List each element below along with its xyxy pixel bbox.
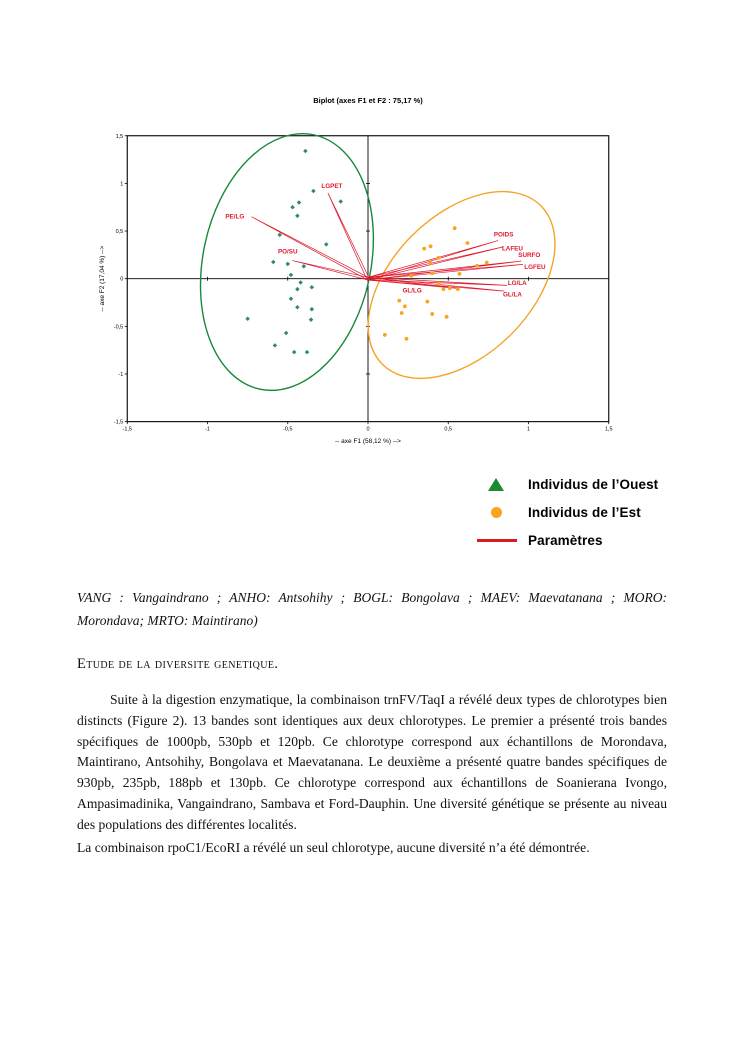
data-point-east bbox=[430, 271, 435, 276]
vector-label: GL/LG bbox=[403, 288, 422, 295]
legend-item-est: Individus de l’Est bbox=[477, 498, 658, 526]
data-point-east bbox=[428, 244, 433, 249]
data-point-east bbox=[441, 287, 446, 292]
data-point-west bbox=[290, 204, 295, 210]
y-tick-label: -1 bbox=[118, 372, 123, 378]
circle-marker-icon bbox=[491, 506, 502, 518]
data-point-east bbox=[455, 287, 460, 292]
legend-item-parametres: Paramètres bbox=[477, 526, 658, 554]
data-point-east bbox=[409, 273, 414, 278]
data-point-west bbox=[285, 261, 291, 267]
data-point-west bbox=[295, 286, 300, 292]
data-point-west bbox=[271, 259, 276, 265]
y-tick-label: 1,5 bbox=[116, 134, 124, 140]
vector-label: GL/LA bbox=[503, 291, 522, 298]
vector-label: PO/SU bbox=[278, 249, 298, 256]
data-point-east bbox=[457, 272, 462, 276]
x-tick-label: 1,5 bbox=[605, 427, 613, 433]
y-tick-label: 1 bbox=[120, 181, 123, 187]
triangle-marker-icon bbox=[488, 477, 504, 491]
y-tick-label: -1,5 bbox=[114, 420, 123, 426]
figure-caption: VANG : Vangaindrano ; ANHO: Antsohihy ; … bbox=[77, 590, 667, 628]
data-point-east bbox=[475, 263, 480, 268]
data-point-east bbox=[425, 299, 430, 304]
vector-label: LGFEU bbox=[524, 264, 546, 271]
legend-label: Individus de l’Ouest bbox=[528, 476, 659, 492]
y-axis-title: -- axe F2 (17,04 %) --> bbox=[99, 246, 106, 312]
data-point-east bbox=[399, 311, 404, 315]
section-heading: Etude de la diversite genetique. bbox=[77, 656, 279, 672]
data-point-west bbox=[303, 148, 308, 154]
parameter-vector bbox=[367, 277, 457, 289]
legend-item-ouest: Individus de l’Ouest bbox=[477, 470, 658, 498]
parameter-vector bbox=[327, 192, 370, 280]
data-point-west bbox=[296, 200, 302, 205]
parameter-vector bbox=[251, 216, 370, 281]
data-point-west bbox=[295, 213, 300, 219]
data-point-east bbox=[444, 314, 449, 319]
x-tick-label: 0,5 bbox=[444, 427, 452, 433]
data-point-west bbox=[309, 285, 315, 290]
data-point-west bbox=[245, 316, 250, 321]
data-point-west bbox=[301, 264, 307, 269]
x-tick-label: -1,5 bbox=[123, 427, 132, 433]
data-point-east bbox=[428, 261, 433, 265]
data-point-west bbox=[309, 306, 315, 312]
data-point-west bbox=[291, 349, 297, 355]
parameter-vector bbox=[292, 260, 369, 281]
data-point-west bbox=[283, 330, 289, 336]
line-marker-icon bbox=[477, 538, 517, 542]
body-paragraph-1: Suite à la digestion enzymatique, la com… bbox=[77, 692, 667, 832]
x-tick-label: 0 bbox=[366, 427, 369, 433]
y-tick-label: -0,5 bbox=[114, 324, 123, 330]
data-point-east bbox=[422, 246, 427, 251]
vector-label: PE/LG bbox=[225, 213, 244, 220]
y-tick-label: 0,5 bbox=[116, 229, 124, 235]
data-point-west bbox=[288, 296, 294, 301]
data-point-west bbox=[311, 188, 316, 194]
data-point-west bbox=[295, 305, 300, 310]
body-paragraph-2: La combinaison rpoC1/EcoRI a révélé un s… bbox=[77, 840, 590, 855]
cluster-ellipse bbox=[199, 132, 375, 392]
x-tick-label: -0,5 bbox=[283, 427, 292, 433]
data-point-east bbox=[452, 226, 457, 231]
x-axis-title: -- axe F1 (58,12 %) --> bbox=[335, 438, 401, 445]
data-point-west bbox=[288, 272, 294, 278]
data-point-east bbox=[404, 336, 409, 341]
data-point-west bbox=[338, 199, 343, 204]
vector-label: LGPET bbox=[321, 183, 342, 190]
data-point-east bbox=[403, 304, 407, 309]
legend-label: Individus de l’Est bbox=[528, 504, 641, 520]
data-point-east bbox=[397, 298, 402, 303]
figure-legend: Individus de l’Ouest Individus de l’Est … bbox=[477, 470, 658, 554]
vector-label: LG/LA bbox=[508, 280, 527, 287]
x-tick-label: 1 bbox=[527, 427, 530, 433]
legend-label: Paramètres bbox=[528, 532, 603, 548]
data-point-west bbox=[304, 349, 310, 355]
biplot-chart: Biplot (axes F1 et F2 : 75,17 %) -1,5-1,5… bbox=[99, 96, 613, 445]
data-point-east bbox=[447, 286, 452, 291]
data-point-east bbox=[382, 333, 387, 337]
chart-title: Biplot (axes F1 et F2 : 75,17 %) bbox=[313, 96, 423, 105]
cluster-ellipse bbox=[367, 190, 556, 380]
data-point-east bbox=[430, 312, 435, 316]
data-point-west bbox=[308, 317, 314, 322]
data-point-west bbox=[298, 280, 303, 285]
vector-label: POIDS bbox=[494, 231, 514, 238]
data-point-east bbox=[436, 255, 441, 260]
data-point-west bbox=[324, 242, 329, 247]
x-tick-label: -1 bbox=[205, 427, 210, 433]
vector-label: SURFO bbox=[518, 252, 540, 259]
data-point-west bbox=[272, 343, 278, 348]
data-point-east bbox=[465, 241, 470, 245]
y-tick-label: 0 bbox=[120, 277, 123, 283]
data-point-east bbox=[436, 281, 441, 286]
vector-label: LAFEU bbox=[502, 246, 523, 253]
data-point-east bbox=[484, 260, 489, 265]
